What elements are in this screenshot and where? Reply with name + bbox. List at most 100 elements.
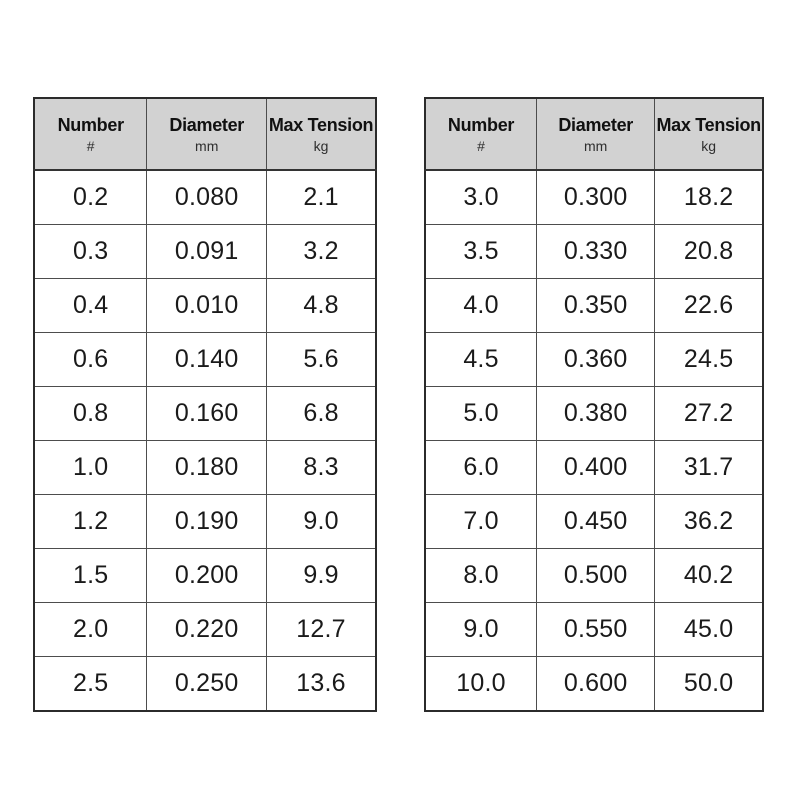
max-tension-cell: 36.2 [654, 494, 764, 549]
number-cell: 5.0 [424, 386, 538, 441]
column-unit: # [86, 138, 95, 155]
header-row: Number # Diameter mm Max Tension kg [33, 97, 377, 171]
number-cell: 8.0 [424, 548, 538, 603]
table-body: 3.0 0.300 18.2 3.5 0.330 20.8 4.0 0.350 22.6 4.5 0… [424, 169, 764, 712]
table-row: 7.0 0.450 36.2 [424, 494, 764, 549]
table-row: 3.0 0.300 18.2 [424, 169, 764, 225]
diameter-cell: 0.450 [536, 494, 656, 549]
diameter-cell: 0.350 [536, 278, 656, 333]
column-header-diameter: Diameter mm [146, 97, 268, 171]
max-tension-cell: 5.6 [266, 332, 377, 387]
diameter-cell: 0.400 [536, 440, 656, 495]
table-header: Number # Diameter mm Max Tension kg [424, 97, 764, 171]
number-cell: 1.5 [33, 548, 148, 603]
max-tension-cell: 31.7 [654, 440, 764, 495]
column-label: Number [57, 114, 125, 135]
max-tension-cell: 22.6 [654, 278, 764, 333]
max-tension-cell: 20.8 [654, 224, 764, 279]
number-cell: 0.4 [33, 278, 148, 333]
number-cell: 0.3 [33, 224, 148, 279]
diameter-cell: 0.360 [536, 332, 656, 387]
max-tension-cell: 18.2 [654, 169, 764, 225]
column-label: Diameter [169, 114, 245, 135]
max-tension-cell: 9.0 [266, 494, 377, 549]
spec-table-small-sizes: Number # Diameter mm Max Tension kg 0.2 0… [33, 97, 377, 712]
diameter-cell: 0.250 [146, 656, 268, 712]
number-cell: 9.0 [424, 602, 538, 657]
diameter-cell: 0.080 [146, 169, 268, 225]
column-label: Diameter [558, 114, 633, 135]
diameter-cell: 0.190 [146, 494, 268, 549]
diameter-cell: 0.500 [536, 548, 656, 603]
table-row: 2.0 0.220 12.7 [33, 602, 377, 657]
number-cell: 0.6 [33, 332, 148, 387]
number-cell: 7.0 [424, 494, 538, 549]
column-label: Max Tension [656, 114, 761, 135]
column-unit: kg [313, 138, 329, 155]
column-unit: # [477, 138, 485, 155]
table-row: 0.3 0.091 3.2 [33, 224, 377, 279]
number-cell: 4.0 [424, 278, 538, 333]
table-row: 0.8 0.160 6.8 [33, 386, 377, 441]
column-unit: mm [195, 138, 219, 155]
table-row: 6.0 0.400 31.7 [424, 440, 764, 495]
max-tension-cell: 2.1 [266, 169, 377, 225]
table-row: 1.5 0.200 9.9 [33, 548, 377, 603]
diameter-cell: 0.200 [146, 548, 268, 603]
diameter-cell: 0.140 [146, 332, 268, 387]
number-cell: 1.2 [33, 494, 148, 549]
header-row: Number # Diameter mm Max Tension kg [424, 97, 764, 171]
table-row: 3.5 0.330 20.8 [424, 224, 764, 279]
max-tension-cell: 40.2 [654, 548, 764, 603]
table-header: Number # Diameter mm Max Tension kg [33, 97, 377, 171]
max-tension-cell: 3.2 [266, 224, 377, 279]
table-row: 2.5 0.250 13.6 [33, 656, 377, 712]
number-cell: 3.5 [424, 224, 538, 279]
column-header-diameter: Diameter mm [536, 97, 656, 171]
table-row: 4.5 0.360 24.5 [424, 332, 764, 387]
number-cell: 4.5 [424, 332, 538, 387]
column-unit: mm [584, 138, 608, 155]
number-cell: 6.0 [424, 440, 538, 495]
number-cell: 2.5 [33, 656, 148, 712]
table-body: 0.2 0.080 2.1 0.3 0.091 3.2 0.4 0.010 4.8 0.6 0.14… [33, 169, 377, 712]
diameter-cell: 0.380 [536, 386, 656, 441]
table-row: 1.0 0.180 8.3 [33, 440, 377, 495]
table-row: 10.0 0.600 50.0 [424, 656, 764, 712]
spec-table-large-sizes: Number # Diameter mm Max Tension kg 3.0 0… [424, 97, 764, 712]
max-tension-cell: 27.2 [654, 386, 764, 441]
table-row: 9.0 0.550 45.0 [424, 602, 764, 657]
table-row: 4.0 0.350 22.6 [424, 278, 764, 333]
max-tension-cell: 9.9 [266, 548, 377, 603]
table-row: 5.0 0.380 27.2 [424, 386, 764, 441]
number-cell: 10.0 [424, 656, 538, 712]
column-unit: kg [701, 138, 717, 155]
column-header-max-tension: Max Tension kg [654, 97, 764, 171]
max-tension-cell: 4.8 [266, 278, 377, 333]
max-tension-cell: 12.7 [266, 602, 377, 657]
table-row: 0.4 0.010 4.8 [33, 278, 377, 333]
column-label: Number [447, 114, 515, 135]
column-header-number: Number # [424, 97, 538, 171]
max-tension-cell: 50.0 [654, 656, 764, 712]
diameter-cell: 0.330 [536, 224, 656, 279]
diameter-cell: 0.600 [536, 656, 656, 712]
diameter-cell: 0.550 [536, 602, 656, 657]
diameter-cell: 0.220 [146, 602, 268, 657]
max-tension-cell: 13.6 [266, 656, 377, 712]
number-cell: 2.0 [33, 602, 148, 657]
number-cell: 0.8 [33, 386, 148, 441]
diameter-cell: 0.300 [536, 169, 656, 225]
table-row: 1.2 0.190 9.0 [33, 494, 377, 549]
max-tension-cell: 6.8 [266, 386, 377, 441]
max-tension-cell: 45.0 [654, 602, 764, 657]
diameter-cell: 0.180 [146, 440, 268, 495]
table-row: 0.6 0.140 5.6 [33, 332, 377, 387]
diameter-cell: 0.010 [146, 278, 268, 333]
number-cell: 1.0 [33, 440, 148, 495]
diameter-cell: 0.160 [146, 386, 268, 441]
max-tension-cell: 8.3 [266, 440, 377, 495]
column-label: Max Tension [268, 114, 374, 135]
table-row: 0.2 0.080 2.1 [33, 169, 377, 225]
table-row: 8.0 0.500 40.2 [424, 548, 764, 603]
